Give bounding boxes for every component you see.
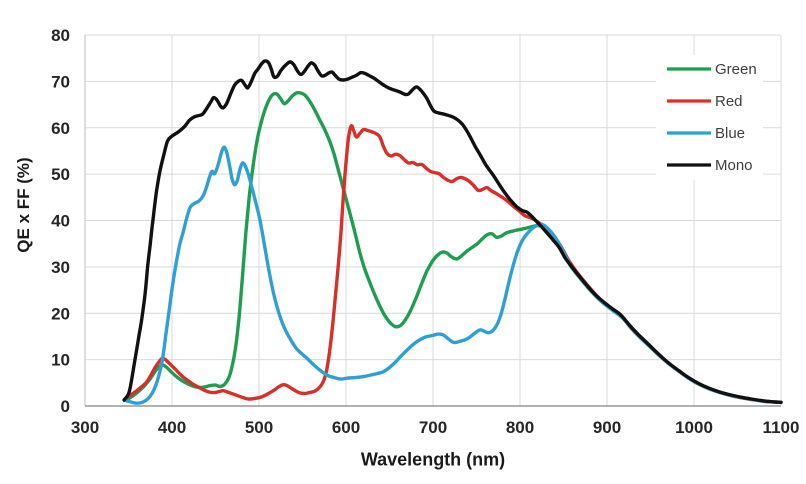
tick-labels: 0 10 20 30 40 50 60 70 80 300 400 500 600 700 800 900 10… — [51, 26, 799, 437]
x-tick-label: 1000 — [675, 418, 713, 437]
y-tick-label: 20 — [51, 304, 70, 323]
x-tick-label: 400 — [158, 418, 186, 437]
x-tick-label: 500 — [245, 418, 273, 437]
x-axis-title: Wavelength (nm) — [360, 449, 506, 470]
y-tick-label: 50 — [51, 165, 70, 184]
y-tick-label: 0 — [61, 397, 70, 416]
legend-label-mono: Mono — [715, 157, 753, 174]
blue-curve — [125, 145, 783, 405]
y-axis-title: QE x FF (%) — [14, 157, 33, 253]
y-tick-label: 60 — [51, 119, 70, 138]
legend-label-green: Green — [715, 61, 757, 78]
y-tick-label: 40 — [51, 212, 70, 231]
gridlines — [84, 34, 782, 407]
mono-curve — [122, 59, 783, 404]
legend-item-red: Red — [667, 93, 743, 110]
y-tick-label: 80 — [51, 26, 70, 45]
x-tick-label: 300 — [71, 418, 99, 437]
legend-background — [656, 55, 763, 180]
y-tick-label: 30 — [51, 258, 70, 277]
y-tick-label: 70 — [51, 72, 70, 91]
y-tick-label: 10 — [51, 351, 70, 370]
x-tick-label: 900 — [593, 418, 621, 437]
x-tick-label: 700 — [419, 418, 447, 437]
x-tick-label: 800 — [506, 418, 534, 437]
legend-label-red: Red — [715, 93, 743, 110]
legend-item-mono: Mono — [667, 157, 753, 174]
x-tick-label: 1100 — [763, 418, 800, 437]
legend-item-blue: Blue — [667, 125, 745, 142]
legend-label-blue: Blue — [715, 125, 745, 142]
legend-item-green: Green — [667, 61, 757, 78]
x-tick-label: 600 — [332, 418, 360, 437]
legend: Green Red Blue Mono — [656, 55, 763, 180]
